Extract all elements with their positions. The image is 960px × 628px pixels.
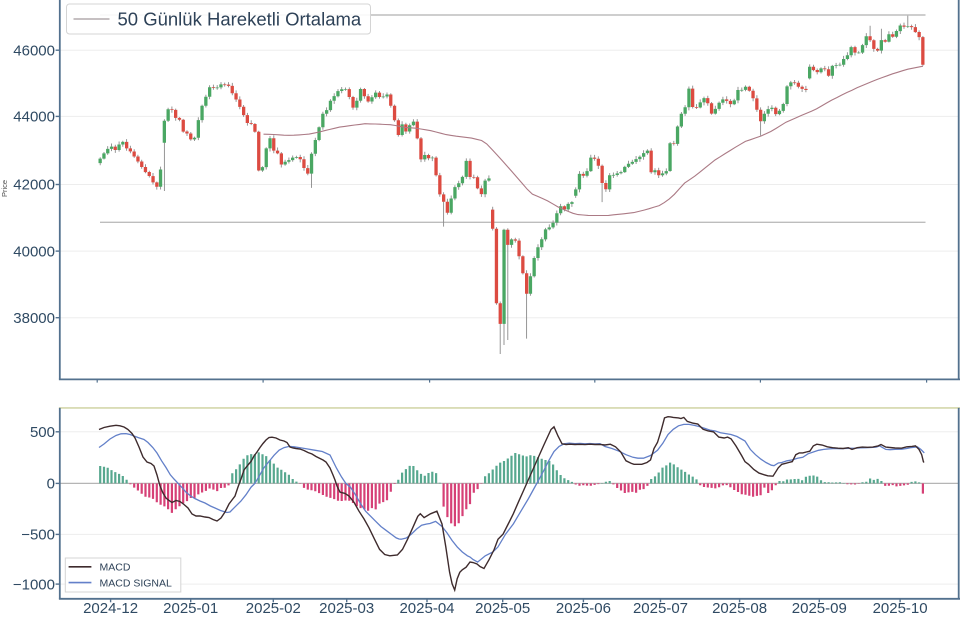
svg-text:2025-02: 2025-02: [246, 600, 301, 617]
svg-text:50 Günlük Hareketli Ortalama: 50 Günlük Hareketli Ortalama: [118, 9, 362, 30]
svg-text:Price: Price: [0, 180, 9, 197]
svg-text:44000: 44000: [13, 109, 55, 126]
svg-text:MACD: MACD: [100, 562, 131, 574]
svg-text:MACD SIGNAL: MACD SIGNAL: [100, 577, 173, 589]
svg-text:38000: 38000: [13, 310, 55, 327]
svg-text:2025-04: 2025-04: [399, 600, 454, 617]
svg-text:40000: 40000: [13, 243, 55, 260]
svg-text:−1000: −1000: [13, 576, 55, 593]
svg-text:2025-01: 2025-01: [163, 600, 218, 617]
svg-text:2024-12: 2024-12: [83, 600, 138, 617]
svg-text:42000: 42000: [13, 177, 55, 194]
svg-text:2025-05: 2025-05: [475, 600, 530, 617]
svg-text:2025-07: 2025-07: [633, 600, 688, 617]
svg-text:2025-08: 2025-08: [712, 600, 767, 617]
svg-text:2025-10: 2025-10: [873, 600, 928, 617]
svg-text:46000: 46000: [13, 42, 55, 59]
svg-text:500: 500: [30, 424, 55, 441]
svg-text:2025-09: 2025-09: [792, 600, 847, 617]
svg-text:2025-06: 2025-06: [556, 600, 611, 617]
svg-text:2025-03: 2025-03: [319, 600, 374, 617]
svg-text:0: 0: [47, 476, 55, 493]
svg-text:−500: −500: [21, 527, 55, 544]
